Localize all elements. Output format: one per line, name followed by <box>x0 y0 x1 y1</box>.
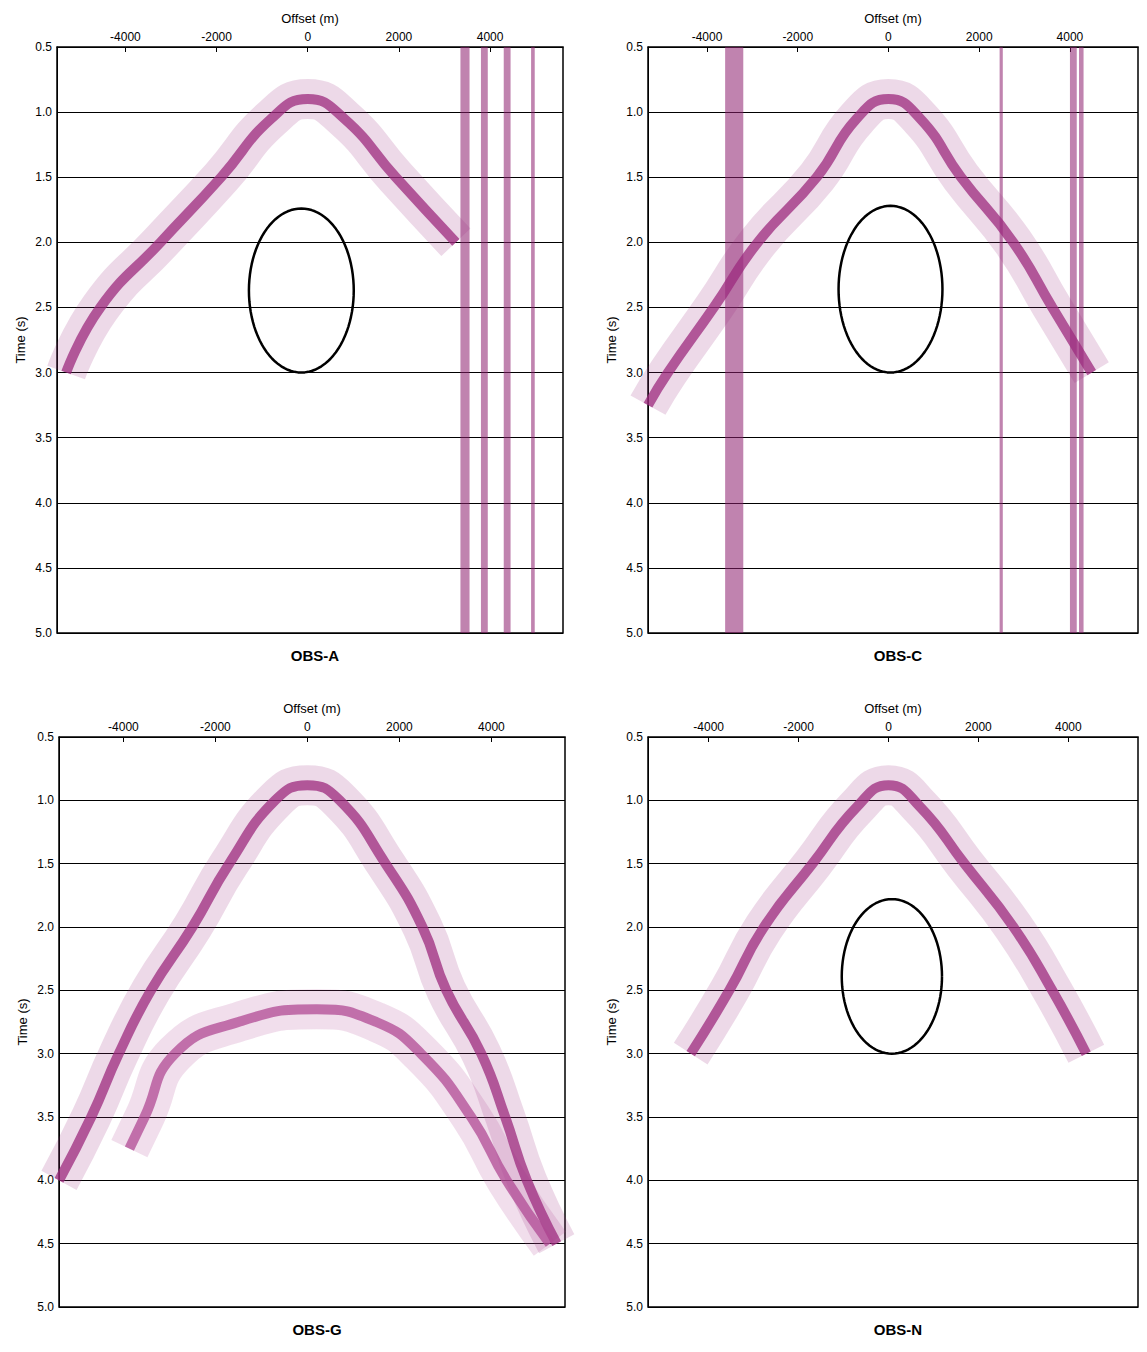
svg-text:3.0: 3.0 <box>626 1047 643 1061</box>
svg-text:2000: 2000 <box>386 30 413 44</box>
svg-text:4000: 4000 <box>477 30 504 44</box>
svg-text:0.5: 0.5 <box>626 730 643 744</box>
svg-text:5.0: 5.0 <box>626 1300 643 1314</box>
svg-text:Offset (m): Offset (m) <box>283 701 341 716</box>
svg-text:2000: 2000 <box>965 720 992 734</box>
svg-text:4.0: 4.0 <box>37 1173 54 1188</box>
svg-text:0: 0 <box>304 30 311 44</box>
svg-text:OBS-G: OBS-G <box>292 1321 341 1338</box>
svg-text:0: 0 <box>885 30 892 44</box>
svg-text:5.0: 5.0 <box>37 1300 54 1314</box>
svg-text:1.5: 1.5 <box>37 857 54 871</box>
svg-text:1.5: 1.5 <box>626 857 643 871</box>
svg-text:1.0: 1.0 <box>626 105 643 119</box>
svg-text:Time (s): Time (s) <box>13 316 28 363</box>
svg-text:2000: 2000 <box>966 30 993 44</box>
svg-text:3.0: 3.0 <box>626 366 643 380</box>
svg-text:-2000: -2000 <box>200 720 231 734</box>
svg-text:4000: 4000 <box>478 720 505 734</box>
svg-text:2.5: 2.5 <box>35 300 52 314</box>
svg-text:0: 0 <box>304 720 311 734</box>
svg-text:Offset (m): Offset (m) <box>864 701 922 716</box>
svg-text:1.0: 1.0 <box>626 793 643 807</box>
svg-text:-4000: -4000 <box>110 30 141 44</box>
svg-text:4.5: 4.5 <box>35 561 52 575</box>
svg-text:Offset (m): Offset (m) <box>864 11 922 26</box>
svg-text:2.5: 2.5 <box>626 983 643 997</box>
svg-text:3.0: 3.0 <box>37 1047 54 1061</box>
svg-text:Time (s): Time (s) <box>15 998 30 1045</box>
svg-text:4000: 4000 <box>1057 30 1084 44</box>
svg-text:Offset (m): Offset (m) <box>281 11 339 26</box>
svg-text:OBS-C: OBS-C <box>874 647 923 664</box>
svg-text:4.5: 4.5 <box>37 1237 54 1251</box>
svg-text:5.0: 5.0 <box>35 626 52 640</box>
svg-text:3.0: 3.0 <box>35 366 52 380</box>
svg-text:1.0: 1.0 <box>35 105 52 119</box>
svg-text:4.5: 4.5 <box>626 1237 643 1251</box>
svg-text:2.0: 2.0 <box>626 920 643 934</box>
svg-text:5.0: 5.0 <box>626 626 643 640</box>
svg-text:-4000: -4000 <box>692 30 723 44</box>
svg-text:4.0: 4.0 <box>626 1173 643 1187</box>
svg-text:0.5: 0.5 <box>37 730 54 744</box>
svg-text:-4000: -4000 <box>693 720 724 734</box>
svg-text:0.5: 0.5 <box>35 40 52 54</box>
svg-text:0.5: 0.5 <box>626 40 643 54</box>
svg-text:1.0: 1.0 <box>37 793 54 807</box>
svg-text:2.0: 2.0 <box>626 235 643 249</box>
svg-text:2.5: 2.5 <box>626 300 643 314</box>
svg-text:OBS-N: OBS-N <box>874 1321 922 1338</box>
svg-text:-2000: -2000 <box>782 30 813 44</box>
svg-text:Time (s): Time (s) <box>604 998 619 1045</box>
svg-text:3.5: 3.5 <box>626 431 643 445</box>
svg-text:OBS-A: OBS-A <box>291 647 340 664</box>
svg-text:4.5: 4.5 <box>626 561 643 575</box>
svg-text:3.5: 3.5 <box>35 431 52 445</box>
svg-text:Time (s): Time (s) <box>604 316 619 363</box>
svg-text:2.0: 2.0 <box>35 235 52 249</box>
svg-text:1.5: 1.5 <box>35 170 52 184</box>
svg-text:-2000: -2000 <box>783 720 814 734</box>
svg-text:3.5: 3.5 <box>626 1110 643 1124</box>
svg-text:4.0: 4.0 <box>626 496 643 510</box>
svg-text:2.0: 2.0 <box>37 920 54 934</box>
svg-text:3.5: 3.5 <box>37 1110 54 1124</box>
svg-text:-2000: -2000 <box>201 30 232 44</box>
svg-text:0: 0 <box>885 720 892 734</box>
svg-text:1.5: 1.5 <box>626 170 643 184</box>
svg-text:-4000: -4000 <box>108 720 139 734</box>
svg-text:4.0: 4.0 <box>35 496 52 510</box>
svg-text:2.5: 2.5 <box>37 983 54 997</box>
svg-text:2000: 2000 <box>386 720 413 734</box>
svg-text:4000: 4000 <box>1055 720 1082 734</box>
